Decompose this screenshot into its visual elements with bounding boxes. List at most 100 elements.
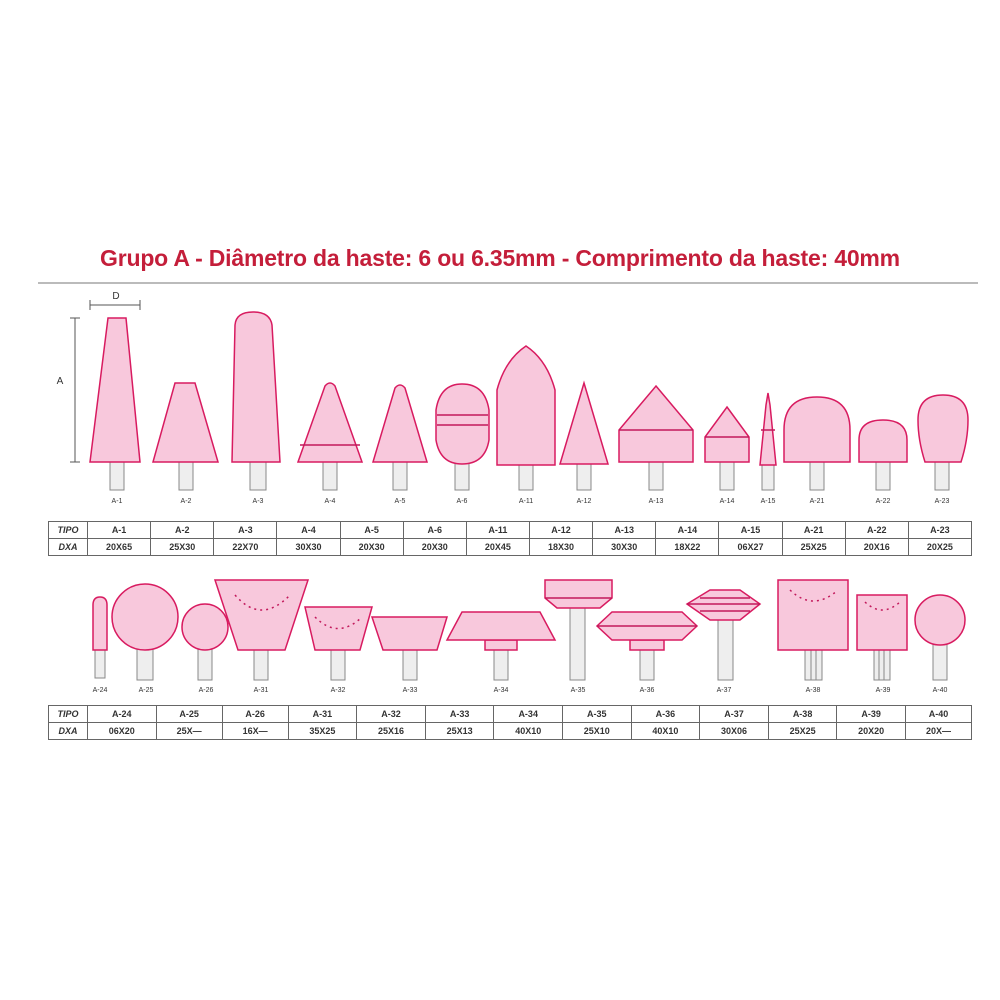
cell: A-6	[402, 521, 467, 539]
cell: A-38	[767, 705, 838, 723]
tool-a-5: A-5	[371, 384, 429, 505]
tool-a-33: A-33	[370, 616, 449, 694]
tool-a-12: A-12	[558, 380, 610, 505]
cell: A-34	[493, 705, 563, 723]
cell: A-1	[86, 521, 152, 539]
cell: A-31	[287, 705, 358, 723]
cell: 25X13	[424, 722, 495, 740]
cell: 06X20	[87, 722, 157, 740]
tool-a-14: A-14	[704, 405, 750, 505]
cell: 20X65	[86, 538, 152, 556]
svg-text:A-15: A-15	[761, 498, 776, 505]
cell: 20X45	[465, 538, 530, 556]
tool-a-6: A-6	[435, 383, 490, 505]
svg-text:A-14: A-14	[720, 498, 735, 505]
cell: 30X30	[592, 538, 657, 556]
svg-text:A-26: A-26	[199, 687, 214, 694]
cell: A-12	[528, 521, 594, 539]
cell: 35X25	[287, 722, 358, 740]
svg-text:A-6: A-6	[457, 498, 468, 505]
tool-a-3: A-3	[231, 311, 281, 505]
title-divider	[38, 282, 978, 284]
dimension-d: D	[89, 291, 141, 310]
cell: A-40	[904, 705, 973, 723]
spec-table-2: TIPO A-24 A-25 A-26 A-31 A-32 A-33 A-34 A-35 A-3…	[48, 705, 973, 740]
header-dxa: DXA	[48, 538, 88, 556]
cell: 40X10	[630, 722, 701, 740]
svg-text:A-40: A-40	[933, 687, 948, 694]
tool-a-13: A-13	[618, 384, 694, 505]
tool-a-22: A-22	[858, 419, 908, 505]
tool-a-37: A-37	[685, 589, 762, 694]
cell: A-24	[87, 705, 157, 723]
dimension-a: A	[57, 317, 80, 463]
cell: 20X20	[836, 722, 906, 740]
svg-text:A-24: A-24	[93, 687, 108, 694]
cell: 30X06	[699, 722, 769, 740]
svg-text:A-2: A-2	[181, 498, 192, 505]
cell: A-26	[221, 705, 289, 723]
cell: 06X27	[718, 538, 783, 556]
svg-text:A-32: A-32	[331, 687, 346, 694]
svg-text:A-33: A-33	[403, 687, 418, 694]
svg-text:A-1: A-1	[112, 498, 123, 505]
tool-a-39: A-39	[856, 594, 908, 694]
cell: 20X16	[844, 538, 909, 556]
cell: A-2	[150, 521, 215, 539]
cell: A-15	[718, 521, 783, 539]
cell: A-35	[562, 705, 632, 723]
svg-text:A-5: A-5	[395, 498, 406, 505]
svg-text:A-38: A-38	[806, 687, 821, 694]
svg-text:A-21: A-21	[810, 498, 825, 505]
cell: 20X30	[339, 538, 404, 556]
svg-text:A-23: A-23	[935, 498, 950, 505]
cell: A-22	[844, 521, 909, 539]
cell: 30X30	[276, 538, 341, 556]
svg-text:A-39: A-39	[876, 687, 891, 694]
table-row-tipo: TIPO A-1 A-2 A-3 A-4 A-5 A-6 A-11 A-12 A-13 A-14 A…	[48, 521, 973, 539]
svg-text:A-36: A-36	[640, 687, 655, 694]
cell: 18X30	[528, 538, 594, 556]
cell: 18X22	[655, 538, 720, 556]
tool-a-38: A-38	[777, 579, 849, 694]
cell: A-25	[155, 705, 223, 723]
cell: 22X70	[213, 538, 278, 556]
tool-a-35: A-35	[544, 579, 613, 694]
svg-text:A: A	[57, 376, 64, 387]
tool-a-1: A-1	[89, 317, 141, 505]
cell: A-36	[630, 705, 701, 723]
cell: 25X16	[356, 722, 426, 740]
cell: A-33	[424, 705, 495, 723]
cell: 20X—	[904, 722, 973, 740]
svg-text:A-31: A-31	[254, 687, 269, 694]
tool-a-31: A-31	[213, 579, 310, 694]
tool-a-11: A-11	[496, 345, 556, 505]
page-title: Grupo A - Diâmetro da haste: 6 ou 6.35mm…	[100, 245, 900, 271]
tool-a-24: A-24	[92, 596, 108, 694]
svg-text:A-4: A-4	[325, 498, 336, 505]
tool-a-15: A-15	[759, 392, 777, 505]
cell: 25X30	[150, 538, 215, 556]
svg-text:D: D	[112, 291, 119, 302]
cell: A-21	[781, 521, 846, 539]
tool-a-32: A-32	[304, 606, 373, 694]
tool-a-2: A-2	[152, 382, 219, 505]
svg-text:A-34: A-34	[494, 687, 509, 694]
table-row-dxa: DXA 06X20 25X— 16X— 35X25 25X16 25X13 40X10 25X…	[48, 722, 973, 740]
tool-a-26: A-26	[181, 603, 229, 694]
cell: 16X—	[221, 722, 289, 740]
svg-text:A-22: A-22	[876, 498, 891, 505]
tool-a-21: A-21	[783, 396, 851, 505]
tool-a-4: A-4	[296, 382, 364, 505]
svg-text:A-37: A-37	[717, 687, 732, 694]
cell: 25X25	[781, 538, 846, 556]
cell: 25X25	[767, 722, 838, 740]
tool-a-34: A-34	[445, 611, 557, 694]
cell: A-11	[465, 521, 530, 539]
svg-text:A-13: A-13	[649, 498, 664, 505]
cell: A-4	[276, 521, 341, 539]
cell: A-13	[592, 521, 657, 539]
table-row-tipo: TIPO A-24 A-25 A-26 A-31 A-32 A-33 A-34 A-35 A-3…	[48, 705, 973, 723]
svg-text:A-25: A-25	[139, 687, 154, 694]
